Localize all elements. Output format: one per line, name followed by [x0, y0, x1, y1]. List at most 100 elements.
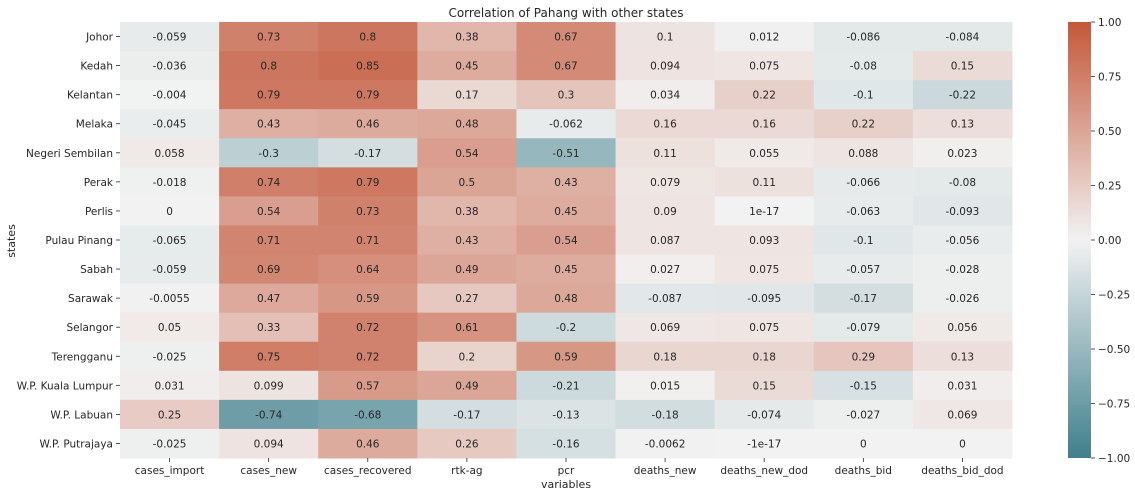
cell-value-label: -0.036 — [153, 61, 187, 73]
row-label-perak: Perak — [84, 177, 114, 189]
heatmap-cell — [714, 370, 815, 401]
heatmap-cell — [318, 167, 418, 197]
row-label-w-p-putrajaya: W.P. Putrajaya — [39, 438, 113, 450]
cell-value-label: 0.71 — [257, 235, 280, 247]
cell-value-label: 0.25 — [158, 409, 181, 421]
cell-value-label: 0.094 — [650, 61, 680, 73]
cell-value-label: 0.034 — [650, 90, 680, 102]
cell-value-label: -0.74 — [255, 409, 282, 421]
heatmap-cell — [615, 109, 716, 139]
cell-value-label: 0.64 — [356, 264, 380, 276]
heatmap-cell — [714, 51, 815, 81]
heatmap-cell — [516, 167, 617, 197]
heatmap-cell — [318, 80, 418, 110]
heatmap-cell — [714, 109, 815, 139]
heatmap-cell — [417, 22, 517, 52]
cell-value-label: -0.093 — [946, 206, 980, 218]
cell-value-label: -0.1 — [853, 235, 874, 247]
heatmap-cell — [120, 254, 220, 285]
cell-value-label: 0.18 — [753, 351, 776, 363]
cell-value-label: -0.018 — [153, 177, 187, 189]
heatmap-cell — [813, 80, 914, 110]
heatmap-cell — [417, 399, 517, 430]
cell-value-label: 0.058 — [155, 148, 185, 160]
row-label-w-p-kuala-lumpur: W.P. Kuala Lumpur — [17, 380, 114, 392]
cell-value-label: 0.85 — [356, 61, 379, 73]
cell-value-label: 0.023 — [947, 148, 977, 160]
cell-value-label: 0.43 — [554, 177, 577, 189]
cell-value-label: -0.057 — [846, 264, 880, 276]
cell-value-label: 0.2 — [459, 351, 476, 363]
heatmap-cell — [120, 22, 220, 52]
cell-value-label: -0.059 — [153, 32, 187, 44]
heatmap-cell — [813, 167, 914, 197]
heatmap-cell — [417, 51, 517, 81]
heatmap-cell — [318, 312, 418, 343]
heatmap-cell — [813, 370, 914, 401]
cell-value-label: 0.72 — [356, 322, 379, 334]
heatmap-cell — [615, 80, 716, 110]
cell-value-label: -0.056 — [946, 235, 980, 247]
colorbar-tick-label: −0.25 — [1098, 290, 1130, 302]
heatmap-cell — [120, 312, 220, 343]
colorbar-tick-label: 1.00 — [1098, 17, 1121, 29]
column-label-cases-recovered: cases_recovered — [324, 465, 412, 477]
cell-value-label: 0.29 — [852, 351, 875, 363]
cell-value-label: -0.15 — [850, 380, 877, 392]
cell-value-label: -0.18 — [652, 409, 679, 421]
cell-value-label: 0.33 — [257, 322, 280, 334]
heatmap-cell — [318, 341, 418, 372]
row-label-kedah: Kedah — [80, 61, 113, 73]
column-label-pcr: pcr — [558, 465, 575, 477]
heatmap-cell — [417, 225, 517, 256]
cell-value-label: 0.47 — [257, 293, 280, 305]
cell-value-label: 0.72 — [356, 351, 379, 363]
cell-value-label: 0.094 — [254, 438, 284, 450]
row-label-sabah: Sabah — [80, 264, 113, 276]
row-label-kelantan: Kelantan — [67, 90, 113, 102]
heatmap-cells — [120, 22, 1013, 459]
heatmap-cell — [516, 283, 617, 314]
heatmap-cell — [516, 399, 617, 430]
cell-value-label: 0.57 — [356, 380, 379, 392]
cell-value-label: 0.13 — [951, 351, 974, 363]
cell-value-label: 0.48 — [554, 293, 577, 305]
heatmap-cell — [813, 312, 914, 343]
heatmap-cell — [615, 428, 716, 459]
heatmap-cell — [219, 254, 319, 285]
heatmap-cell — [516, 370, 617, 401]
cell-value-label: -0.17 — [850, 293, 877, 305]
cell-value-label: 0.18 — [653, 351, 676, 363]
heatmap-cell — [615, 283, 716, 314]
cell-value-label: 0.079 — [650, 177, 680, 189]
heatmap-cell — [318, 370, 418, 401]
cell-value-label: 0.46 — [356, 119, 380, 131]
cell-value-label: -0.028 — [946, 264, 980, 276]
cell-value-label: 0.027 — [650, 264, 680, 276]
cell-value-label: -0.17 — [453, 409, 480, 421]
cell-value-label: 0.22 — [753, 90, 776, 102]
heatmap-cell — [615, 138, 716, 168]
heatmap-cell — [516, 138, 617, 168]
cell-value-label: -0.0055 — [149, 293, 190, 305]
cell-value-label: 0.43 — [257, 119, 280, 131]
heatmap-cell — [120, 341, 220, 372]
heatmap-cell — [120, 428, 220, 459]
cell-value-label: -0.004 — [153, 90, 187, 102]
cell-value-label: 0.13 — [951, 119, 974, 131]
cell-value-label: 0.17 — [455, 90, 478, 102]
heatmap-cell — [516, 341, 617, 372]
heatmap-cell — [120, 196, 220, 226]
x-axis-title: variables — [541, 478, 591, 491]
cell-value-label: 0.088 — [848, 148, 878, 160]
colorbar-tick-label: −0.75 — [1098, 399, 1130, 411]
heatmap-cell — [120, 225, 220, 256]
cell-value-label: 0 — [166, 206, 173, 218]
heatmap-cell — [219, 51, 319, 81]
row-label-perlis: Perlis — [85, 206, 113, 218]
heatmap-cell — [813, 428, 914, 459]
heatmap-cell — [318, 225, 418, 256]
cell-value-label: -0.074 — [747, 409, 781, 421]
cell-value-label: -0.08 — [949, 177, 976, 189]
cell-value-label: -0.16 — [552, 438, 579, 450]
